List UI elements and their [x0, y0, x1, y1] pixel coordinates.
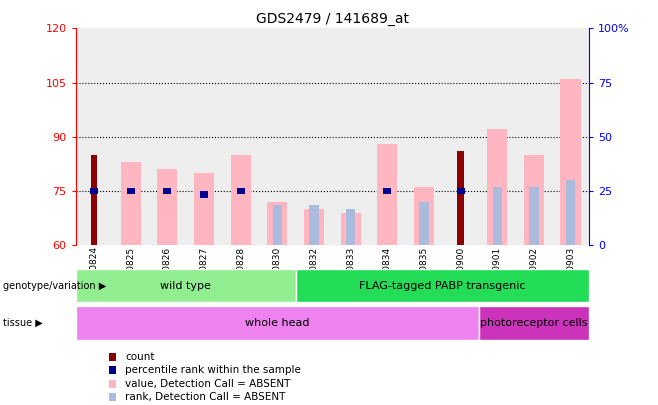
Bar	[332, 28, 369, 245]
Text: value, Detection Call = ABSENT: value, Detection Call = ABSENT	[125, 379, 290, 389]
Bar	[524, 155, 544, 245]
Bar	[237, 188, 245, 194]
Bar	[186, 28, 222, 245]
Bar	[295, 28, 332, 245]
Bar	[487, 130, 507, 245]
Title: GDS2479 / 141689_at: GDS2479 / 141689_at	[256, 12, 409, 26]
Text: FLAG-tagged PABP transgenic: FLAG-tagged PABP transgenic	[359, 281, 526, 290]
Bar	[552, 28, 589, 245]
Bar	[346, 209, 355, 245]
Bar	[90, 188, 98, 194]
Bar	[414, 187, 434, 245]
Bar	[383, 188, 392, 194]
Text: percentile rank within the sample: percentile rank within the sample	[125, 365, 301, 375]
Bar	[157, 169, 178, 245]
Bar	[126, 188, 135, 194]
Bar	[493, 187, 502, 245]
Text: count: count	[125, 352, 155, 362]
Bar	[113, 28, 149, 245]
Bar	[267, 202, 288, 245]
Bar	[457, 151, 464, 245]
Bar	[479, 306, 589, 340]
Bar	[163, 188, 171, 194]
Bar	[149, 28, 186, 245]
Bar	[272, 205, 282, 245]
Bar	[457, 188, 465, 194]
Bar	[369, 28, 405, 245]
Bar	[304, 209, 324, 245]
Bar	[341, 213, 361, 245]
Bar	[91, 155, 97, 245]
Text: photoreceptor cells: photoreceptor cells	[480, 318, 588, 328]
Bar	[377, 144, 397, 245]
Text: tissue ▶: tissue ▶	[3, 318, 43, 328]
Bar	[76, 28, 113, 245]
Bar	[230, 155, 251, 245]
Bar	[405, 28, 442, 245]
Bar	[200, 191, 208, 198]
Bar	[259, 28, 295, 245]
Bar	[442, 28, 479, 245]
Text: whole head: whole head	[245, 318, 309, 328]
Bar	[479, 28, 516, 245]
Bar	[516, 28, 552, 245]
Bar	[76, 269, 295, 302]
Bar	[295, 269, 589, 302]
Text: wild type: wild type	[160, 281, 211, 290]
Bar	[120, 162, 141, 245]
Bar	[309, 205, 318, 245]
Bar	[419, 202, 428, 245]
Bar	[566, 180, 575, 245]
Bar	[76, 306, 479, 340]
Bar	[561, 79, 580, 245]
Bar	[529, 187, 538, 245]
Text: rank, Detection Call = ABSENT: rank, Detection Call = ABSENT	[125, 392, 286, 402]
Bar	[194, 173, 214, 245]
Bar	[222, 28, 259, 245]
Text: genotype/variation ▶: genotype/variation ▶	[3, 281, 107, 290]
